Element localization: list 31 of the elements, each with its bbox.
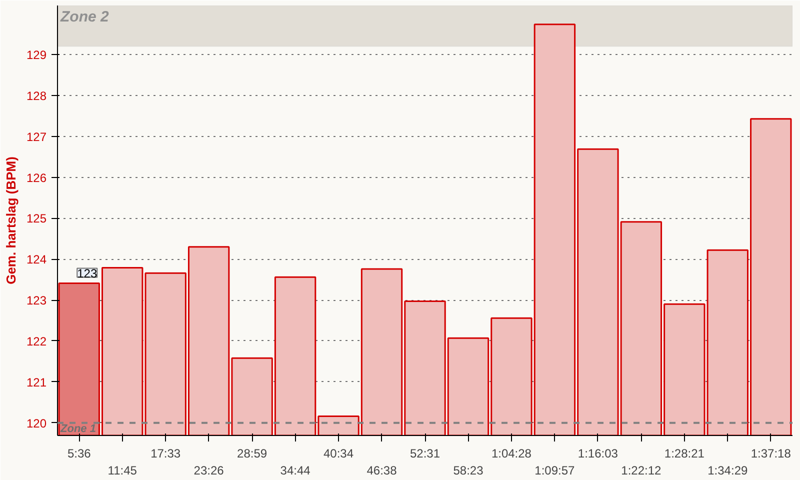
y-tick-label: 129 bbox=[26, 48, 47, 62]
x-tick-label: 1:04:28 bbox=[491, 446, 532, 460]
x-tick-label: 1:34:29 bbox=[708, 463, 748, 478]
x-tick-label: 11:45 bbox=[108, 463, 138, 478]
y-tick-label: 121 bbox=[26, 375, 47, 390]
x-tick-label: 28:59 bbox=[237, 446, 268, 460]
y-tick-label: 127 bbox=[26, 130, 47, 144]
y-tick-label: 128 bbox=[26, 89, 47, 104]
y-tick-label: 126 bbox=[26, 170, 47, 185]
x-tick-label: 1:37:18 bbox=[750, 446, 792, 460]
x-tick-label: 1:22:12 bbox=[621, 463, 662, 478]
y-tick-label: 122 bbox=[26, 334, 47, 348]
y-tick-label: 124 bbox=[26, 252, 47, 267]
band-label: Zone 2 bbox=[60, 8, 110, 26]
x-tick-label: 46:38 bbox=[366, 463, 398, 478]
x-tick-label: 23:26 bbox=[194, 463, 224, 478]
y-tick-label: 123 bbox=[26, 294, 47, 308]
y-axis-title: Gem. hartslag (BPM) bbox=[3, 156, 18, 284]
y-tick-label: 125 bbox=[26, 212, 47, 226]
ref-line-label: Zone 1 bbox=[60, 422, 96, 435]
data-label: 123 bbox=[77, 266, 98, 280]
x-tick-label: 17:33 bbox=[150, 446, 181, 460]
y-tick-label: 120 bbox=[26, 416, 47, 430]
x-tick-label: 34:44 bbox=[280, 463, 311, 478]
x-tick-label: 1:16:03 bbox=[578, 446, 618, 460]
x-tick-label: 1:09:57 bbox=[534, 463, 576, 478]
x-tick-label: 52:31 bbox=[410, 446, 440, 460]
x-tick-label: 40:34 bbox=[324, 446, 354, 460]
x-tick-label: 5:36 bbox=[67, 446, 92, 460]
x-tick-label: 1:28:21 bbox=[664, 446, 705, 460]
x-tick-label: 58:23 bbox=[453, 463, 484, 478]
